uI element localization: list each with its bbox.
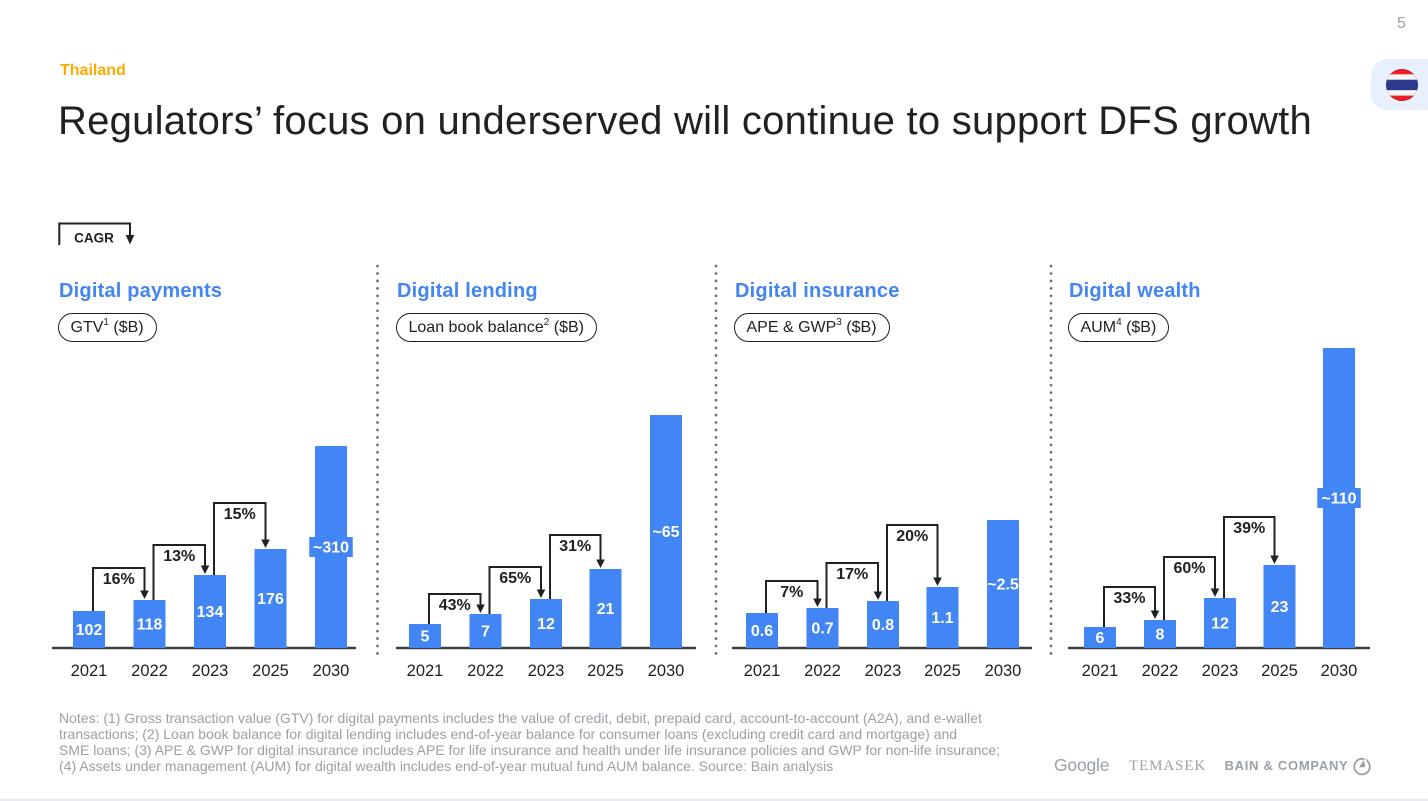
svg-text:2025: 2025 (924, 662, 961, 680)
svg-text:176: 176 (257, 591, 284, 608)
svg-text:21: 21 (597, 601, 615, 618)
svg-text:2030: 2030 (648, 662, 685, 680)
svg-text:~65: ~65 (652, 524, 679, 541)
svg-text:2023: 2023 (1202, 662, 1239, 680)
svg-text:2022: 2022 (1142, 662, 1179, 680)
svg-text:17%: 17% (836, 566, 868, 583)
svg-text:2025: 2025 (252, 662, 289, 680)
svg-text:2030: 2030 (985, 662, 1022, 680)
svg-text:23: 23 (1271, 599, 1289, 616)
svg-text:2023: 2023 (192, 662, 229, 680)
svg-text:1.1: 1.1 (931, 610, 953, 627)
svg-text:7: 7 (481, 624, 490, 641)
svg-text:20%: 20% (896, 528, 928, 545)
svg-text:43%: 43% (439, 597, 471, 614)
svg-text:~2.5: ~2.5 (987, 577, 1019, 594)
svg-text:8: 8 (1156, 627, 1165, 644)
svg-text:7%: 7% (780, 584, 803, 601)
svg-text:2021: 2021 (407, 662, 444, 680)
svg-text:CAGR: CAGR (74, 231, 114, 246)
svg-text:0.8: 0.8 (872, 617, 894, 634)
svg-text:60%: 60% (1173, 560, 1205, 577)
svg-text:0.7: 0.7 (811, 621, 833, 638)
svg-text:16%: 16% (103, 571, 135, 588)
svg-text:2022: 2022 (804, 662, 841, 680)
svg-text:2022: 2022 (131, 662, 168, 680)
svg-text:39%: 39% (1233, 520, 1265, 537)
svg-text:118: 118 (137, 617, 163, 634)
svg-text:33%: 33% (1113, 590, 1145, 607)
svg-text:5: 5 (421, 629, 430, 646)
svg-text:2030: 2030 (1321, 662, 1358, 680)
svg-text:134: 134 (197, 604, 224, 621)
svg-text:2022: 2022 (467, 662, 504, 680)
svg-text:12: 12 (1211, 616, 1229, 633)
svg-text:12: 12 (537, 616, 555, 633)
svg-text:2023: 2023 (865, 662, 902, 680)
svg-text:0.6: 0.6 (751, 623, 773, 640)
svg-text:13%: 13% (163, 548, 195, 565)
svg-text:2021: 2021 (744, 662, 781, 680)
svg-text:2021: 2021 (1082, 662, 1119, 680)
svg-text:2023: 2023 (528, 662, 565, 680)
svg-text:2021: 2021 (71, 662, 108, 680)
svg-text:2030: 2030 (313, 662, 350, 680)
svg-text:~310: ~310 (313, 540, 349, 557)
svg-text:~110: ~110 (1321, 491, 1356, 508)
svg-text:6: 6 (1096, 630, 1105, 647)
svg-text:2025: 2025 (1261, 662, 1298, 680)
svg-text:15%: 15% (224, 506, 256, 523)
svg-text:65%: 65% (499, 570, 531, 587)
svg-text:31%: 31% (559, 538, 591, 555)
svg-text:102: 102 (76, 622, 103, 639)
svg-text:2025: 2025 (587, 662, 624, 680)
